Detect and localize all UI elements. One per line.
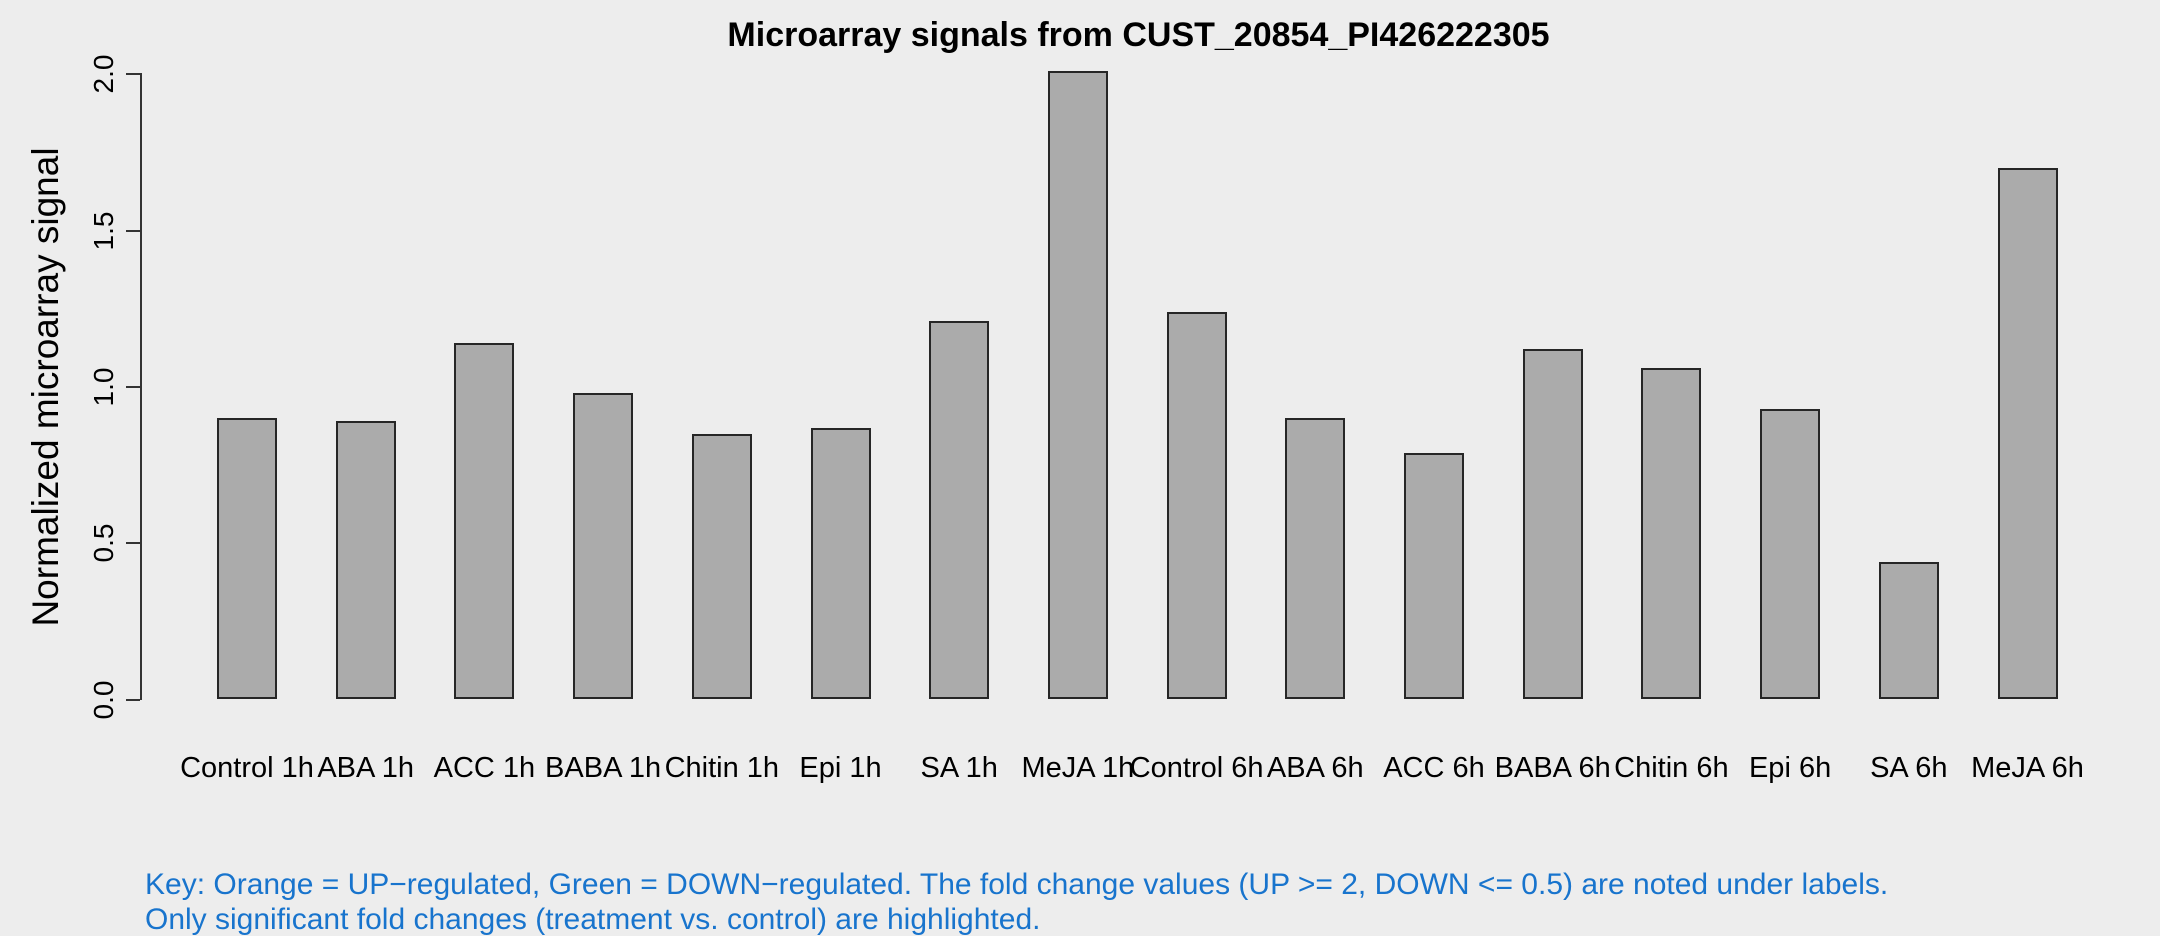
bar-chitin-1h	[691, 433, 752, 700]
bar-epi-6h	[1760, 408, 1821, 700]
y-tick-label: 0.0	[88, 680, 119, 719]
x-axis-label-epi-1h: Epi 1h	[799, 752, 882, 784]
key-text-line-1: Key: Orange = UP−regulated, Green = DOWN…	[145, 868, 1889, 901]
bar-acc-1h	[454, 343, 515, 700]
bar-sa-6h	[1878, 561, 1939, 700]
x-axis-label-meja-6h: MeJA 6h	[1971, 752, 2084, 784]
x-axis-label-acc-1h: ACC 1h	[433, 752, 536, 784]
bar-baba-6h	[1522, 349, 1583, 700]
x-axis-label-control-1h: Control 1h	[180, 752, 314, 784]
bar-sa-1h	[929, 321, 990, 700]
y-axis-title: Normalized microarray signal	[25, 147, 66, 627]
y-axis-line	[140, 73, 142, 701]
y-tick-label: 2.0	[88, 54, 119, 94]
key-text-line-2: Only significant fold changes (treatment…	[145, 903, 1041, 936]
y-tick	[126, 73, 140, 76]
bar-chitin-6h	[1641, 368, 1702, 700]
y-tick-label: 1.0	[88, 367, 119, 407]
bar-control-1h	[217, 418, 277, 700]
bar-epi-1h	[810, 427, 871, 700]
bar-aba-6h	[1285, 418, 1346, 700]
chart-title: Microarray signals from CUST_20854_PI426…	[727, 16, 1550, 54]
x-axis-label-baba-6h: BABA 6h	[1494, 752, 1611, 784]
x-axis-label-control-6h: Control 6h	[1129, 752, 1264, 784]
x-axis-label-baba-1h: BABA 1h	[545, 752, 662, 784]
x-axis-label-acc-6h: ACC 6h	[1383, 752, 1485, 784]
bar-aba-1h	[335, 421, 396, 700]
x-axis-label-sa-1h: SA 1h	[920, 752, 998, 784]
x-axis-label-chitin-1h: Chitin 1h	[664, 752, 780, 784]
x-axis-label-epi-6h: Epi 6h	[1748, 752, 1832, 784]
bar-control-6h	[1166, 311, 1227, 700]
bar-acc-6h	[1404, 452, 1464, 700]
y-tick	[126, 698, 140, 701]
x-axis-label-meja-1h: MeJA 1h	[1021, 752, 1135, 784]
y-tick	[126, 385, 140, 388]
y-tick-label: 0.5	[88, 523, 119, 563]
bar-meja-6h	[1997, 168, 2058, 700]
y-tick	[126, 542, 140, 545]
x-axis-label-sa-6h: SA 6h	[1870, 752, 1948, 784]
y-tick-label: 1.5	[88, 211, 119, 251]
bar-baba-1h	[573, 393, 634, 700]
bar-meja-1h	[1047, 71, 1108, 700]
x-axis-label-chitin-6h: Chitin 6h	[1614, 752, 1729, 784]
y-tick	[126, 229, 140, 232]
x-axis-label-aba-6h: ABA 6h	[1266, 752, 1364, 784]
x-axis-label-aba-1h: ABA 1h	[317, 752, 415, 784]
